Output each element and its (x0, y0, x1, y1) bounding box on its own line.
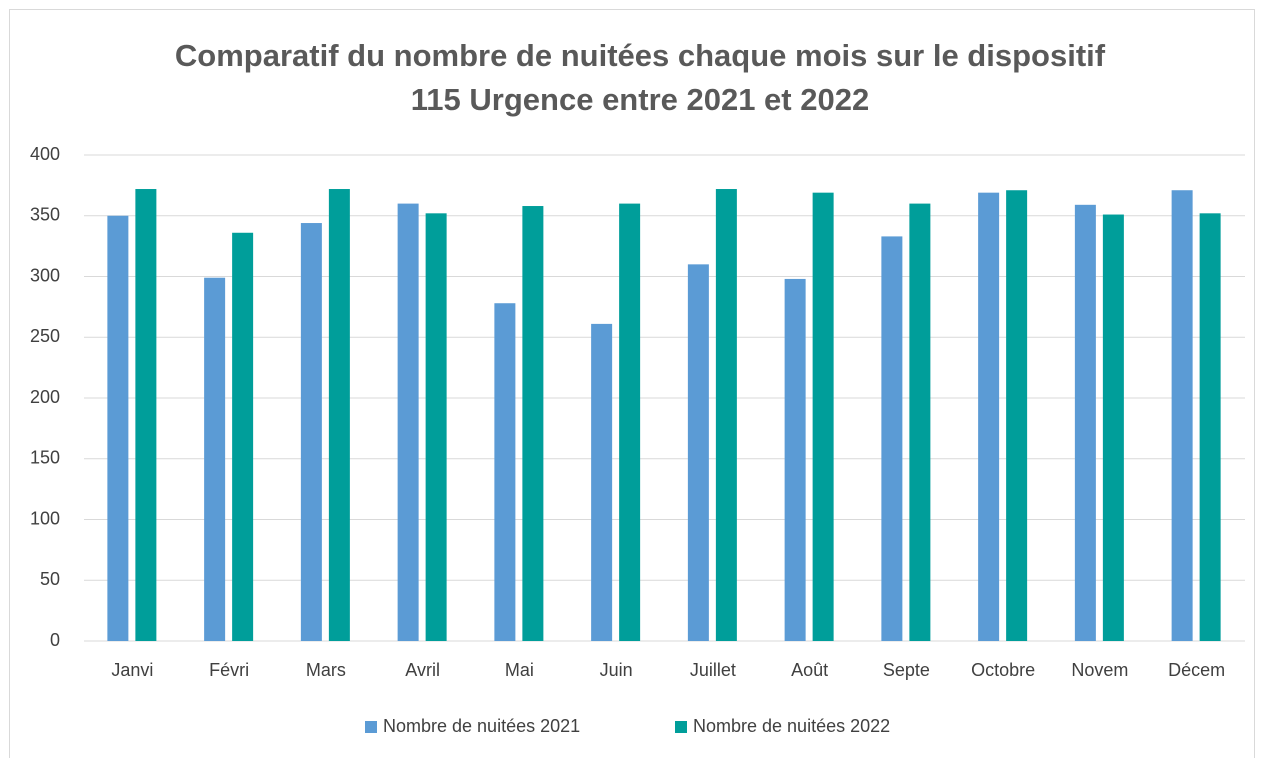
bar (328, 189, 350, 641)
bar (397, 203, 419, 641)
x-tick-label: Juin (600, 660, 633, 680)
x-tick-label: Mars (306, 660, 346, 680)
bar (1074, 204, 1096, 641)
chart-title: 115 Urgence entre 2021 et 2022 (411, 82, 869, 117)
bar (107, 215, 129, 641)
bar (494, 303, 516, 641)
y-tick-label: 400 (30, 144, 60, 164)
x-tick-label: Octobre (971, 660, 1035, 680)
legend-swatch (365, 721, 377, 733)
x-tick-label: Janvi (111, 660, 153, 680)
bar (812, 192, 834, 642)
chart-title: Comparatif du nombre de nuitées chaque m… (175, 38, 1106, 73)
bar (1199, 213, 1221, 641)
bar (909, 203, 931, 641)
y-tick-label: 300 (30, 265, 60, 285)
x-tick-label: Novem (1071, 660, 1128, 680)
bar (978, 192, 1000, 642)
y-tick-label: 250 (30, 326, 60, 346)
bar (425, 213, 447, 641)
y-tick-label: 200 (30, 387, 60, 407)
bar (715, 189, 737, 641)
bar (300, 223, 322, 642)
bar (204, 277, 226, 641)
bar (135, 189, 157, 641)
x-tick-label: Septe (883, 660, 930, 680)
x-tick-label: Mai (505, 660, 534, 680)
y-tick-label: 350 (30, 205, 60, 225)
x-tick-label: Avril (405, 660, 440, 680)
y-tick-label: 150 (30, 448, 60, 468)
legend-label: Nombre de nuitées 2022 (693, 716, 890, 736)
legend-swatch (675, 721, 687, 733)
x-tick-label: Décem (1168, 660, 1225, 680)
y-tick-label: 100 (30, 508, 60, 528)
bar (619, 203, 641, 641)
bar (1171, 190, 1193, 642)
x-tick-label: Juillet (690, 660, 736, 680)
x-tick-label: Févri (209, 660, 249, 680)
bar (232, 232, 254, 641)
bar (1006, 190, 1028, 642)
bar (687, 264, 709, 641)
bar (784, 278, 806, 641)
y-tick-label: 50 (40, 569, 60, 589)
legend-label: Nombre de nuitées 2021 (383, 716, 580, 736)
bar (522, 206, 544, 641)
bar (881, 236, 903, 641)
y-tick-label: 0 (50, 630, 60, 650)
bar (591, 323, 613, 641)
bar (1102, 214, 1124, 641)
x-tick-label: Août (791, 660, 828, 680)
